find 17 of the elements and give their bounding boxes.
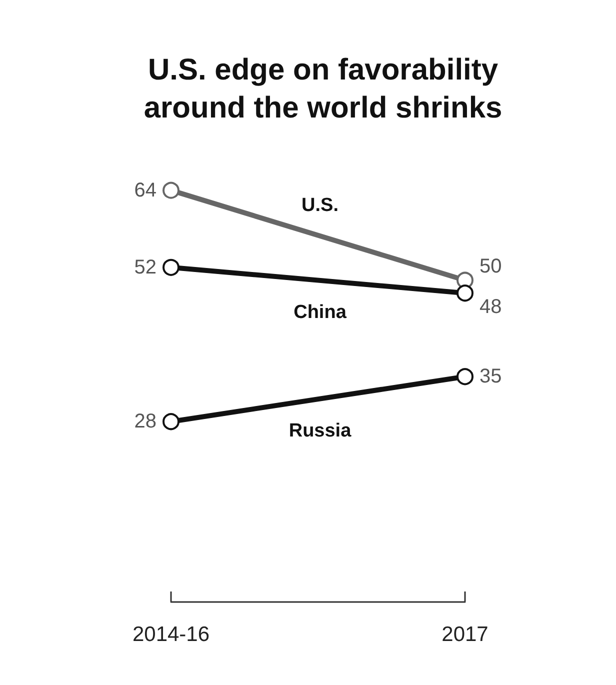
point <box>162 182 180 199</box>
series-label: Russia <box>288 420 352 442</box>
series-label: China <box>294 302 347 323</box>
data-label: 64 <box>134 179 156 202</box>
data-label: 48 <box>480 296 502 318</box>
data-label: 52 <box>134 256 156 278</box>
data-label: 50 <box>480 255 502 278</box>
point <box>456 368 474 386</box>
data-label: 35 <box>480 366 502 388</box>
x-tick-label: 2017 <box>442 623 488 646</box>
series-label: U.S. <box>302 194 338 216</box>
point <box>162 413 180 430</box>
point <box>162 258 180 276</box>
point <box>456 284 474 302</box>
x-tick-label: 2014-16 <box>132 623 210 646</box>
chart-title: U.S. edge on favorability around the world shrinks <box>144 54 502 124</box>
data-label: 28 <box>134 410 156 433</box>
